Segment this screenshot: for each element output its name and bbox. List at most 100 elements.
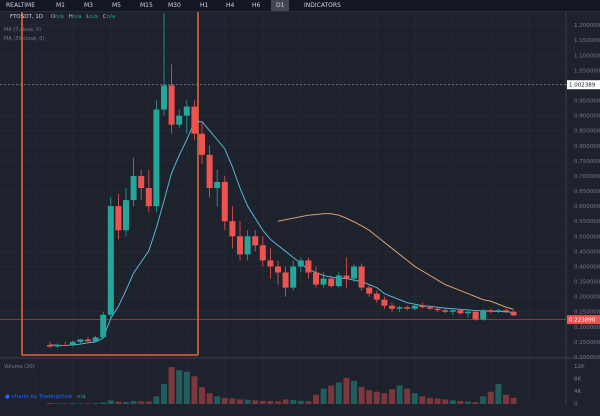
candle-body — [366, 287, 373, 294]
timeframe-h1[interactable]: H1 — [200, 2, 209, 9]
open-value: n/a — [55, 14, 64, 20]
close-label: C — [102, 14, 107, 20]
symbol-name: FTOSDT, 1D — [10, 14, 44, 20]
candle-body — [77, 339, 84, 342]
candle-body — [275, 266, 281, 273]
candle-body — [313, 272, 319, 285]
price-tick-label: 0.200000 — [574, 325, 600, 331]
timeframe-m15[interactable]: M15 — [140, 2, 153, 9]
volume-bar — [457, 400, 464, 404]
candle-body — [145, 188, 152, 207]
volume-bar — [465, 401, 471, 404]
timeframe-m5[interactable]: M5 — [112, 2, 121, 9]
volume-bar — [259, 400, 266, 404]
candle-body — [176, 115, 183, 125]
ma2-legend[interactable]: MA (30,close, 0) — [4, 36, 45, 42]
volume-bar — [138, 401, 145, 404]
price-tick-label: 1.050000 — [574, 68, 600, 74]
ma1-legend[interactable]: MA (7,close, 0) — [4, 27, 42, 33]
volume-bar — [366, 390, 373, 404]
low-label: L — [86, 14, 90, 20]
candle-body — [252, 236, 259, 246]
candle-body — [449, 310, 456, 312]
volume-bar — [69, 403, 76, 404]
timeframe-indicators[interactable]: INDICATORS — [304, 2, 341, 9]
volume-tick-label: 4K — [574, 389, 581, 395]
chart-area[interactable]: 1.250000 1.200000 1.150000 1.100000 1.050000… — [0, 12, 600, 416]
price-tick-label: 0.750000 — [574, 159, 600, 165]
volume-bar — [54, 403, 61, 404]
volume-bar — [153, 396, 160, 404]
price-tick-label: 1.200000 — [574, 23, 600, 29]
volume-value: n/a — [76, 394, 86, 400]
price-tick-label: 0.550000 — [574, 219, 600, 225]
candle-body — [115, 206, 122, 231]
ma1-line — [49, 121, 514, 346]
volume-bar — [191, 376, 198, 404]
price-tick-label: 0.250000 — [574, 310, 600, 316]
price-tick-label: 0.450000 — [574, 249, 600, 255]
candle-body — [381, 299, 388, 306]
volume-bar — [472, 402, 479, 404]
symbol-legend: FTOSDT, 1D On/a Hn/a Ln/a Cn/a — [10, 14, 115, 20]
price-tick-label: 0.950000 — [574, 99, 600, 105]
volume-bar — [77, 403, 84, 404]
high-value: n/a — [72, 14, 82, 20]
candle-body — [305, 260, 312, 273]
price-tick-label: 0.700000 — [574, 174, 600, 180]
candle-body — [123, 200, 129, 231]
high-label: H — [68, 14, 73, 20]
candle-body — [465, 311, 471, 314]
volume-tick-label: 0 — [574, 402, 578, 408]
timeframe-h6[interactable]: H6 — [252, 2, 261, 9]
candle-body — [199, 133, 205, 155]
volume-bar — [123, 402, 129, 404]
volume-bar — [275, 401, 281, 404]
candle-body — [214, 181, 221, 189]
timeframe-toolbar: REALTIME M1 M3 M5 M15 M30 H1 H4 H6 D1 INDICATORS — [0, 0, 600, 12]
candle-body — [130, 175, 137, 201]
volume-bar — [503, 394, 509, 404]
volume-bar — [130, 400, 137, 404]
timeframe-h4[interactable]: H4 — [226, 2, 235, 9]
candle-body — [351, 266, 357, 279]
candle-body — [472, 311, 479, 320]
candle-body — [221, 181, 228, 222]
volume-bar — [282, 399, 289, 404]
price-chart[interactable]: 1.250000 1.200000 1.150000 1.100000 1.050000… — [0, 12, 600, 416]
tradingview-branding[interactable]: ● charts by TradingView n/a — [5, 394, 86, 400]
volume-bar — [206, 393, 213, 404]
candle-body — [282, 272, 289, 288]
volume-legend[interactable]: Volume (20) — [4, 364, 34, 370]
volume-bar — [47, 403, 53, 404]
candle-body — [396, 307, 403, 309]
last-price-label: 0.223890 — [569, 318, 596, 324]
volume-bar — [297, 400, 304, 404]
timeframe-m1[interactable]: M1 — [56, 2, 65, 9]
timeframe-m30[interactable]: M30 — [168, 2, 181, 9]
volume-bar — [229, 398, 236, 404]
candle-body — [259, 245, 266, 261]
candle-body — [191, 106, 198, 134]
timeframe-realtime[interactable]: REALTIME — [6, 2, 35, 9]
candle-body — [183, 106, 190, 116]
volume-tick-label: 8K — [574, 377, 581, 383]
price-tick-label: 1.150000 — [574, 38, 600, 44]
price-tick-label: 0.800000 — [574, 144, 600, 150]
candle-body — [229, 221, 236, 237]
candle-body — [495, 310, 502, 312]
price-tick-label: 0.150000 — [574, 340, 600, 346]
price-tick-label: 0.300000 — [574, 295, 600, 301]
candle-body — [457, 310, 464, 314]
price-tick-label: 0.850000 — [574, 129, 600, 135]
volume-bar — [62, 403, 69, 404]
timeframe-d1[interactable]: D1 — [271, 0, 290, 11]
volume-bar — [313, 394, 319, 404]
volume-bar — [373, 391, 380, 404]
timeframe-m3[interactable]: M3 — [84, 2, 93, 9]
candle-body — [100, 314, 107, 338]
candle-body — [343, 275, 350, 279]
last-price-tag — [567, 315, 600, 325]
volume-bar — [419, 396, 426, 404]
candle-body — [138, 175, 145, 189]
